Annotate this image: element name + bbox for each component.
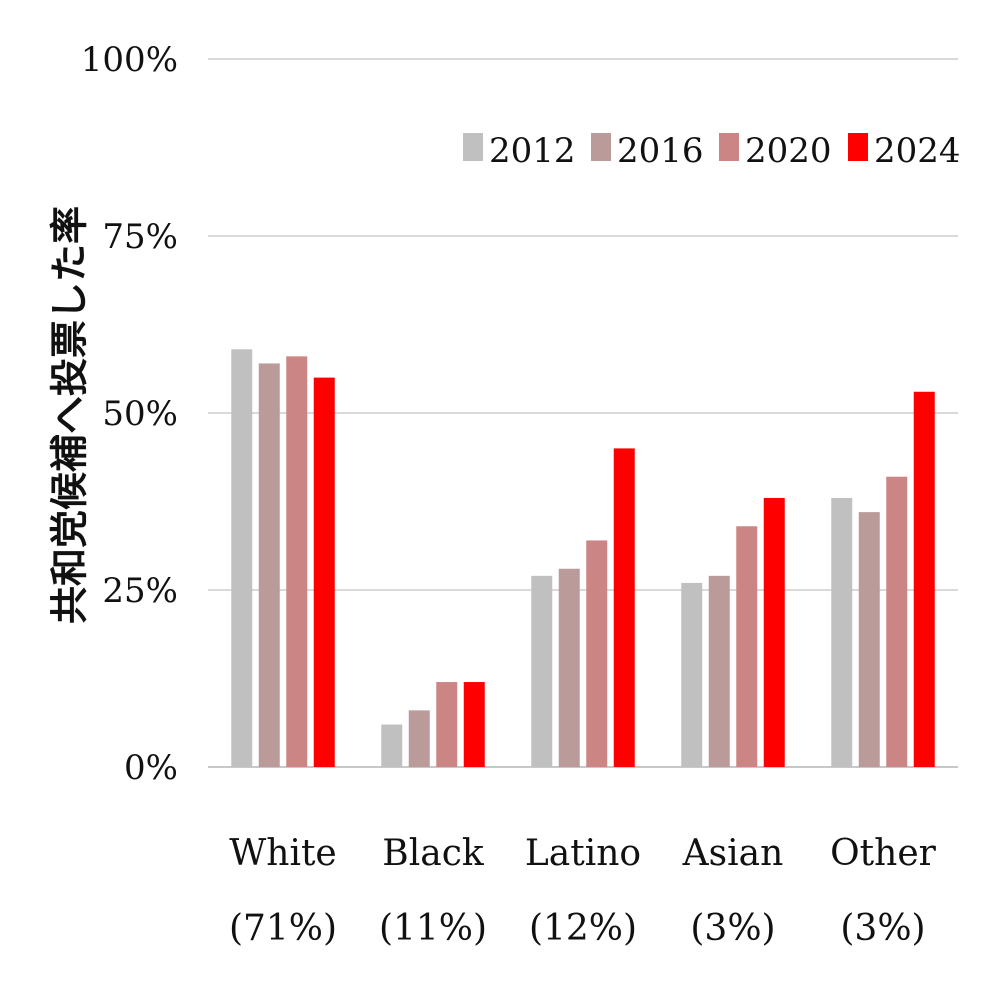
legend-label: 2024 xyxy=(874,131,961,171)
y-tick-label: 0% xyxy=(124,748,178,788)
bar-other-2020 xyxy=(886,476,908,767)
legend-swatch-2012 xyxy=(463,133,483,161)
bar-white-2016 xyxy=(258,363,280,767)
bar-black-2012 xyxy=(381,724,403,767)
bar-black-2024 xyxy=(463,682,485,767)
bar-other-2016 xyxy=(858,512,880,767)
x-category-label: Black xyxy=(382,833,485,874)
bar-asian-2016 xyxy=(708,575,730,767)
bar-white-2012 xyxy=(231,349,253,767)
y-tick-label: 100% xyxy=(81,40,178,80)
y-tick-label: 25% xyxy=(102,571,178,611)
bar-latino-2020 xyxy=(586,540,608,767)
y-tick-label: 75% xyxy=(102,217,178,257)
x-category-label: Asian xyxy=(682,833,784,874)
x-category-share: (11%) xyxy=(379,908,487,949)
x-category-label: White xyxy=(229,833,336,874)
x-axis-categories: White (71%) Black (11%) Latino (12%) Asian (3%)… xyxy=(229,833,937,949)
bar-black-2016 xyxy=(408,710,430,767)
legend-label: 2020 xyxy=(745,131,832,171)
bar-other-2012 xyxy=(831,497,853,767)
x-category-share: (3%) xyxy=(690,908,775,949)
x-category-share: (3%) xyxy=(840,908,925,949)
bar-asian-2024 xyxy=(763,497,785,767)
legend-swatch-2024 xyxy=(848,133,868,161)
bar-latino-2024 xyxy=(613,448,635,767)
y-axis-ticks: 0% 25% 50% 75% 100% xyxy=(81,40,178,788)
x-category-label: Latino xyxy=(525,833,641,874)
legend-label: 2016 xyxy=(617,131,704,171)
bar-white-2020 xyxy=(286,356,308,767)
x-category-share: (71%) xyxy=(229,908,337,949)
bar-latino-2016 xyxy=(558,568,580,767)
bar-latino-2012 xyxy=(531,575,553,767)
legend: 2012 2016 2020 2024 xyxy=(463,131,961,171)
y-axis-label: 共和党候補へ投票した率 xyxy=(48,206,92,624)
bar-other-2024 xyxy=(913,391,935,767)
bar-asian-2012 xyxy=(681,582,703,767)
legend-label: 2012 xyxy=(489,131,576,171)
bar-white-2024 xyxy=(313,377,335,767)
y-tick-label: 50% xyxy=(102,394,178,434)
bar-asian-2020 xyxy=(736,526,758,767)
x-category-label: Other xyxy=(830,833,936,874)
legend-swatch-2016 xyxy=(591,133,611,161)
bars xyxy=(231,349,935,767)
bar-black-2020 xyxy=(436,682,458,767)
legend-swatch-2020 xyxy=(719,133,739,161)
x-category-share: (12%) xyxy=(529,908,637,949)
